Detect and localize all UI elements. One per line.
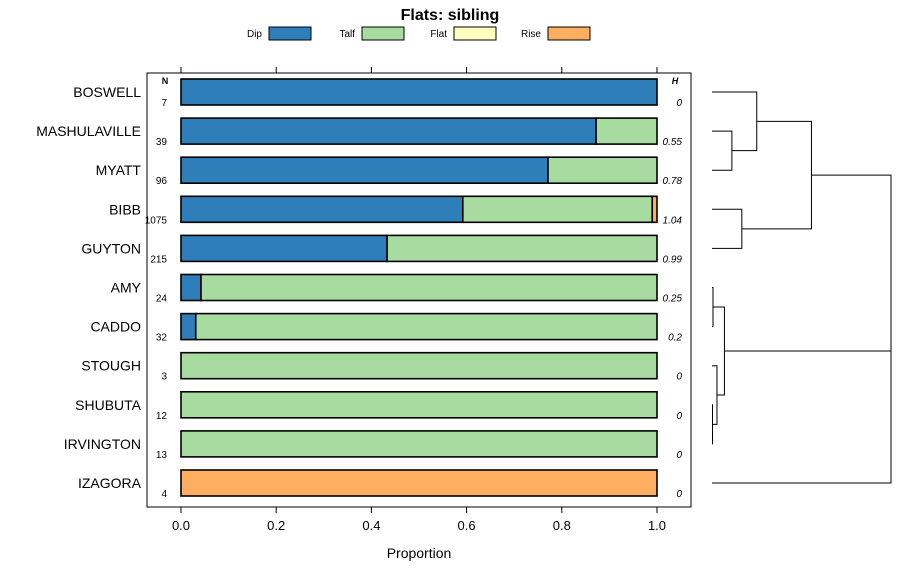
bar-segment-dip (180, 234, 388, 263)
dendrogram (711, 91, 892, 484)
dendrogram-link (712, 263, 892, 484)
legend-label-flat: Flat (430, 29, 447, 40)
bar-segment-talf (461, 195, 654, 224)
row-n-value: 3 (161, 372, 167, 383)
dendrogram-link (712, 208, 743, 249)
bar-segment-rise (180, 469, 658, 497)
row-h-value: 1.04 (663, 215, 683, 226)
row-h-value: 0 (676, 411, 682, 422)
x-tick-label: 0.0 (172, 518, 190, 533)
bar-segment-talf (180, 351, 658, 380)
bar-segment-talf (194, 312, 658, 341)
row-n-value: 24 (156, 294, 168, 305)
row-n-value: 1075 (145, 215, 168, 226)
row-guyton: GUYTON 215 0.99 (81, 234, 683, 265)
bar-segment-talf (180, 390, 658, 419)
top-axis-ticks (180, 67, 658, 73)
row-irvington: IRVINGTON 13 0 (64, 430, 682, 461)
x-tick-label: 0.4 (362, 518, 380, 533)
row-h-value: 0.2 (668, 333, 682, 344)
legend-swatch-talf (361, 26, 405, 41)
legend-label-rise: Rise (521, 29, 541, 40)
row-label: SHUBUTA (75, 397, 142, 413)
row-label: BOSWELL (73, 84, 141, 100)
row-h-value: 0.78 (663, 176, 683, 187)
row-label: IZAGORA (78, 475, 142, 491)
legend-swatch-flat (453, 26, 497, 41)
dendrogram-link (712, 365, 718, 425)
n-column-header: N (162, 76, 169, 86)
row-label: GUYTON (81, 240, 141, 256)
row-h-value: 0 (676, 372, 682, 383)
x-axis: 0.0 0.2 0.4 0.6 0.8 1.0 (172, 507, 666, 533)
bar-segment-dip (180, 156, 549, 184)
row-izagora: IZAGORA 4 0 (78, 469, 682, 500)
row-caddo: CADDO 32 0.2 (90, 312, 682, 344)
row-myatt: MYATT 96 0.78 (96, 156, 683, 187)
x-tick-label: 1.0 (648, 518, 666, 533)
dendrogram-link (712, 306, 725, 396)
row-n-value: 12 (156, 411, 168, 422)
row-mashulaville: MASHULAVILLE 39 0.55 (36, 117, 683, 148)
row-label: IRVINGTON (64, 436, 141, 452)
bar-segment-talf (200, 273, 658, 302)
row-shubuta: SHUBUTA 12 0 (75, 390, 682, 422)
row-h-value: 0 (676, 450, 682, 461)
legend: Dip Talf Flat Rise (247, 26, 591, 41)
bar-segment-dip (180, 273, 202, 302)
row-h-value: 0.25 (663, 294, 683, 305)
bar-segment-talf (386, 234, 658, 263)
dendrogram-link (712, 130, 733, 171)
legend-swatch-dip (268, 26, 312, 41)
row-n-value: 7 (161, 98, 167, 109)
bar-segment-rise (651, 195, 658, 224)
x-tick-label: 0.6 (458, 518, 476, 533)
row-n-value: 96 (156, 176, 168, 187)
plot-frame (146, 72, 692, 508)
row-h-value: 0.99 (663, 254, 683, 265)
x-tick-label: 0.2 (267, 518, 285, 533)
bar-segment-talf (547, 156, 658, 184)
row-n-value: 215 (150, 254, 167, 265)
h-column-header: H (672, 76, 679, 86)
row-h-value: 0 (676, 98, 682, 109)
row-boswell: BOSWELL 7 0 (73, 78, 682, 109)
dendrogram-link (712, 287, 714, 328)
legend-label-talf: Talf (339, 29, 355, 40)
bar-segment-talf (595, 117, 658, 145)
row-h-value: 0.55 (663, 137, 683, 148)
bar-segment-dip (180, 78, 658, 106)
row-label: MASHULAVILLE (36, 123, 141, 139)
dendrogram-link (712, 91, 758, 152)
bar-segment-talf (180, 430, 658, 458)
chart-title: Flats: sibling (401, 7, 500, 24)
row-n-value: 4 (161, 489, 167, 500)
row-bibb: BIBB 1075 1.04 (109, 195, 683, 226)
row-label: STOUGH (81, 358, 141, 374)
row-label: BIBB (109, 201, 141, 217)
row-label: MYATT (96, 162, 142, 178)
row-h-value: 0 (676, 489, 682, 500)
x-axis-label: Proportion (387, 545, 452, 561)
row-label: AMY (111, 280, 142, 296)
row-amy: AMY 24 0.25 (111, 273, 683, 305)
bar-segment-dip (180, 312, 197, 341)
x-tick-label: 0.8 (553, 518, 571, 533)
row-label: CADDO (90, 319, 141, 335)
dendrogram-link (741, 120, 812, 230)
bar-rows: BOSWELL 7 0 MASHULAVILLE 39 0.55 MYATT 96 0.78 BI… (36, 78, 683, 500)
bar-segment-dip (180, 195, 464, 224)
row-n-value: 32 (156, 333, 168, 344)
row-n-value: 13 (156, 450, 168, 461)
dendrogram-link (724, 174, 892, 352)
legend-label-dip: Dip (247, 29, 262, 40)
legend-swatch-rise (547, 26, 591, 41)
row-n-value: 39 (156, 137, 168, 148)
row-stough: STOUGH 3 0 (81, 351, 682, 383)
bar-segment-dip (180, 117, 597, 145)
